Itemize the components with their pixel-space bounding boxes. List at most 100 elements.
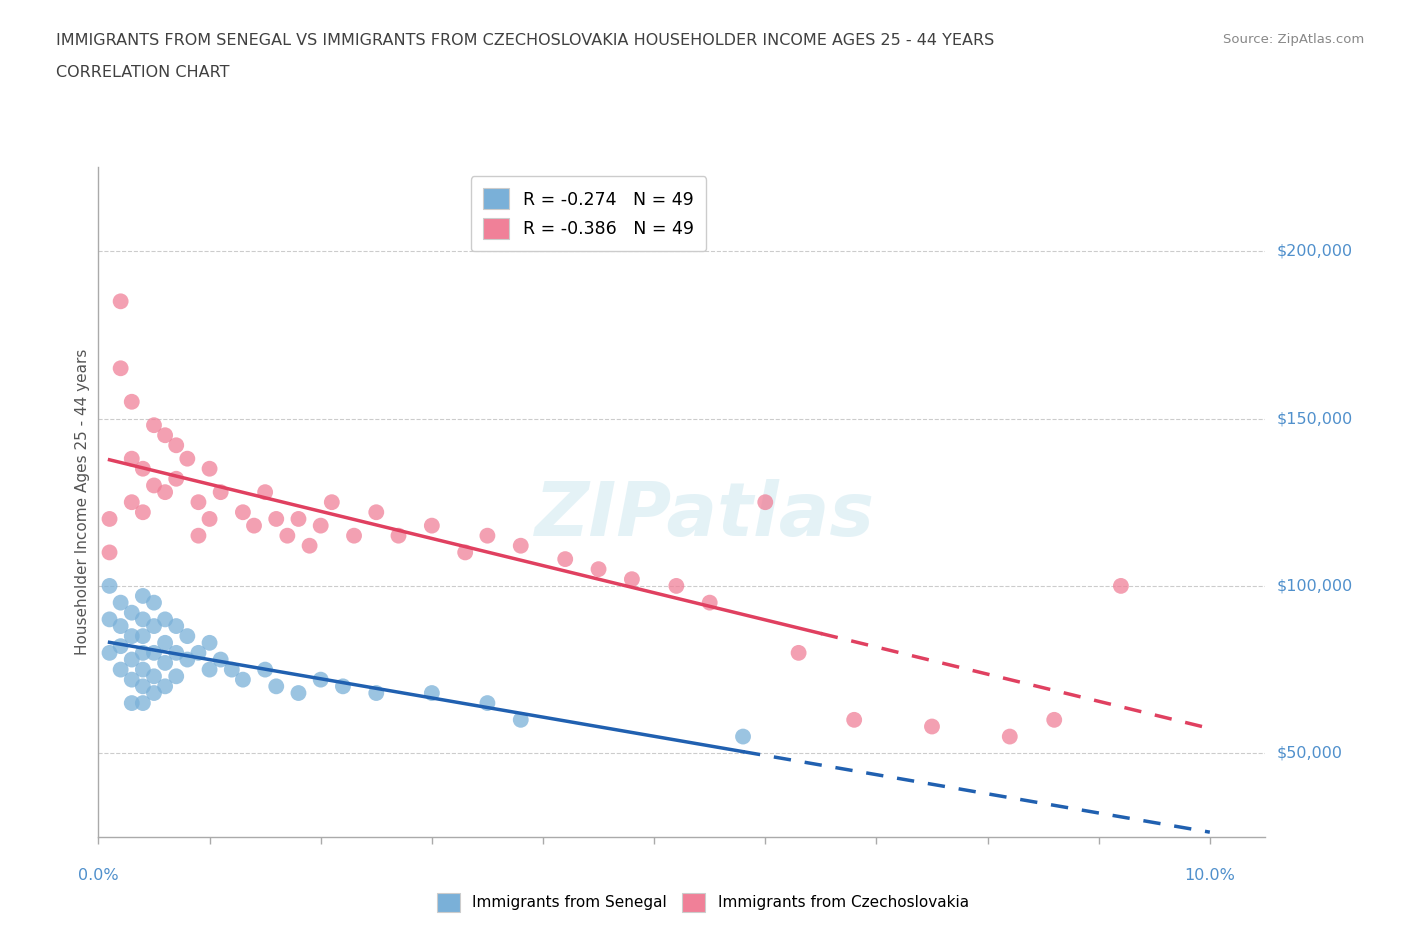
Point [332,679,354,694]
Point [309,672,332,687]
Point [921,719,943,734]
Point [110,361,132,376]
Point [132,612,155,627]
Point [143,595,166,610]
Point [232,505,254,520]
Point [264,512,287,526]
Point [132,589,155,604]
Point [366,505,388,520]
Point [153,485,176,499]
Point [209,485,232,499]
Text: 10.0%: 10.0% [1184,868,1236,883]
Point [143,478,166,493]
Legend: Immigrants from Senegal, Immigrants from Czechoslovakia: Immigrants from Senegal, Immigrants from… [432,887,974,918]
Point [276,528,298,543]
Point [198,512,221,526]
Text: $100,000: $100,000 [1277,578,1353,593]
Point [232,672,254,687]
Point [176,451,198,466]
Point [132,645,155,660]
Point [554,551,576,566]
Point [221,662,243,677]
Point [165,618,187,633]
Point [132,662,155,677]
Point [998,729,1021,744]
Point [254,662,277,677]
Point [143,418,166,432]
Text: IMMIGRANTS FROM SENEGAL VS IMMIGRANTS FROM CZECHOSLOVAKIA HOUSEHOLDER INCOME AGE: IMMIGRANTS FROM SENEGAL VS IMMIGRANTS FR… [56,33,994,47]
Point [187,528,209,543]
Point [121,394,143,409]
Point [110,662,132,677]
Point [588,562,610,577]
Point [98,612,121,627]
Point [132,679,155,694]
Point [165,669,187,684]
Point [132,696,155,711]
Point [132,505,155,520]
Point [110,639,132,654]
Point [454,545,477,560]
Point [198,635,221,650]
Point [165,472,187,486]
Point [121,652,143,667]
Point [132,461,155,476]
Point [477,696,499,711]
Point [121,696,143,711]
Point [121,495,143,510]
Point [420,518,443,533]
Legend: R = -0.274   N = 49, R = -0.386   N = 49: R = -0.274 N = 49, R = -0.386 N = 49 [471,176,706,251]
Point [110,618,132,633]
Point [98,645,121,660]
Point [121,629,143,644]
Text: 0.0%: 0.0% [79,868,118,883]
Point [187,645,209,660]
Text: $50,000: $50,000 [1277,746,1343,761]
Point [787,645,810,660]
Point [509,712,531,727]
Point [287,512,309,526]
Point [165,438,187,453]
Point [209,652,232,667]
Point [143,669,166,684]
Point [121,451,143,466]
Point [176,629,198,644]
Point [366,685,388,700]
Point [153,635,176,650]
Point [110,595,132,610]
Point [1109,578,1132,593]
Point [153,612,176,627]
Point [143,618,166,633]
Point [387,528,409,543]
Point [153,428,176,443]
Point [176,652,198,667]
Point [143,645,166,660]
Point [187,495,209,510]
Point [198,461,221,476]
Point [343,528,366,543]
Point [620,572,643,587]
Point [132,629,155,644]
Text: $200,000: $200,000 [1277,244,1353,259]
Point [509,538,531,553]
Point [243,518,266,533]
Text: CORRELATION CHART: CORRELATION CHART [56,65,229,80]
Point [165,645,187,660]
Point [844,712,866,727]
Point [198,662,221,677]
Point [309,518,332,533]
Point [98,578,121,593]
Point [420,685,443,700]
Text: $150,000: $150,000 [1277,411,1353,426]
Point [477,528,499,543]
Point [1043,712,1066,727]
Y-axis label: Householder Income Ages 25 - 44 years: Householder Income Ages 25 - 44 years [75,349,90,656]
Point [254,485,277,499]
Point [143,685,166,700]
Point [665,578,688,593]
Point [110,294,132,309]
Point [153,679,176,694]
Point [287,685,309,700]
Point [699,595,721,610]
Point [298,538,321,553]
